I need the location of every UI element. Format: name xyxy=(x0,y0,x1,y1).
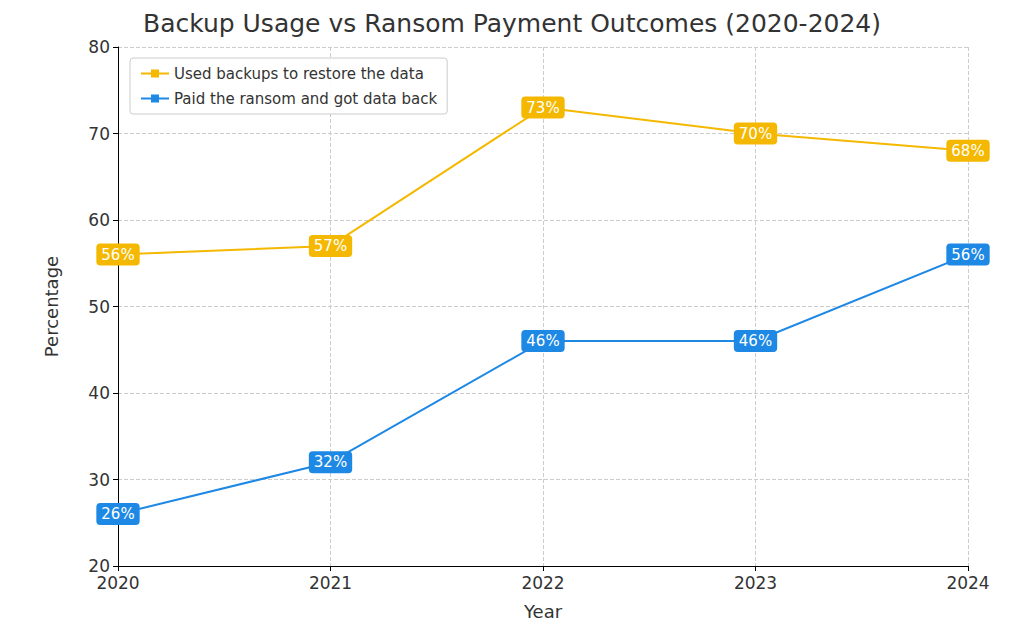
svg-text:Paid the ransom and got data b: Paid the ransom and got data back xyxy=(174,90,437,108)
svg-text:56%: 56% xyxy=(951,246,984,264)
svg-text:57%: 57% xyxy=(314,237,347,255)
svg-text:Used backups to restore the da: Used backups to restore the data xyxy=(174,65,424,83)
svg-text:73%: 73% xyxy=(526,99,559,117)
svg-text:80: 80 xyxy=(88,37,110,57)
svg-text:68%: 68% xyxy=(951,142,984,160)
svg-text:2023: 2023 xyxy=(734,573,777,593)
svg-text:2020: 2020 xyxy=(96,573,139,593)
svg-text:70%: 70% xyxy=(739,125,772,143)
svg-text:50: 50 xyxy=(88,297,110,317)
svg-text:20: 20 xyxy=(88,556,110,576)
svg-text:Percentage: Percentage xyxy=(41,256,62,357)
svg-text:30: 30 xyxy=(88,470,110,490)
svg-text:46%: 46% xyxy=(526,332,559,350)
svg-text:60: 60 xyxy=(88,210,110,230)
svg-text:32%: 32% xyxy=(314,453,347,471)
svg-text:56%: 56% xyxy=(101,246,134,264)
svg-text:Backup Usage vs Ransom Payment: Backup Usage vs Ransom Payment Outcomes … xyxy=(143,9,881,38)
svg-text:2021: 2021 xyxy=(309,573,352,593)
svg-text:46%: 46% xyxy=(739,332,772,350)
svg-text:40: 40 xyxy=(88,383,110,403)
svg-text:2024: 2024 xyxy=(946,573,989,593)
svg-text:26%: 26% xyxy=(101,505,134,523)
svg-text:Year: Year xyxy=(523,601,563,622)
svg-text:2022: 2022 xyxy=(521,573,564,593)
svg-text:70: 70 xyxy=(88,124,110,144)
